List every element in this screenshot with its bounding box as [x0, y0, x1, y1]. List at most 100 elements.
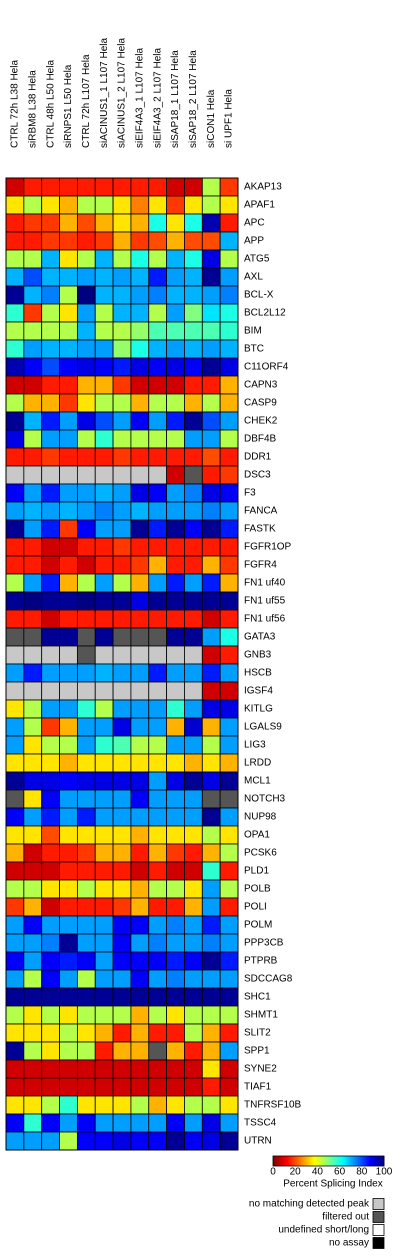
heatmap-cell	[59, 897, 78, 917]
heatmap-cell	[219, 735, 239, 755]
heatmap-cell	[94, 537, 114, 557]
heatmap-cell	[219, 933, 239, 953]
heatmap-cell	[59, 537, 78, 557]
heatmap-cell	[41, 1041, 60, 1061]
heatmap-cell	[201, 375, 221, 395]
row-label: POLI	[244, 902, 267, 913]
heatmap-cell	[5, 969, 25, 989]
row-label: TNFRSF10B	[244, 1100, 302, 1111]
heatmap-cell	[130, 321, 150, 341]
heatmap-cell	[130, 231, 150, 251]
heatmap-cell	[184, 1023, 203, 1043]
heatmap-cell	[130, 771, 150, 791]
heatmap-cell	[184, 627, 203, 647]
heatmap-cell	[94, 411, 114, 431]
heatmap-cell	[41, 663, 60, 683]
heatmap-cell	[23, 951, 43, 971]
heatmap-cell	[148, 609, 168, 629]
heatmap-cell	[184, 933, 203, 953]
heatmap-cell	[219, 555, 239, 575]
heatmap-cell	[76, 339, 96, 359]
colorbar-segment	[371, 1156, 374, 1166]
row-label: FN1 uf56	[244, 614, 286, 625]
heatmap-cell	[184, 825, 203, 845]
heatmap-cell	[94, 753, 114, 773]
heatmap-cell	[23, 339, 43, 359]
colorbar-segment	[374, 1156, 378, 1166]
heatmap-cell	[219, 609, 239, 629]
heatmap-cell	[76, 1023, 96, 1043]
heatmap-cell	[59, 231, 78, 251]
colorbar-segment	[319, 1156, 322, 1166]
row-label: SPP1	[244, 1046, 270, 1057]
heatmap-cell	[148, 465, 168, 485]
heatmap-cell	[23, 285, 43, 305]
colorbar-segment	[341, 1156, 344, 1166]
heatmap-cell	[23, 1041, 43, 1061]
row-label: LRDD	[244, 758, 271, 769]
heatmap-cell	[5, 429, 25, 449]
heatmap-cell	[41, 717, 60, 737]
heatmap-cell	[5, 573, 25, 593]
heatmap-cell	[130, 375, 150, 395]
heatmap-cell	[130, 519, 150, 539]
column-label: CTRL 72h L38 Hela	[10, 60, 21, 148]
colorbar-segment	[356, 1156, 359, 1166]
heatmap-cell	[5, 843, 25, 863]
colorbar-segment	[285, 1156, 289, 1166]
heatmap-cell	[148, 681, 168, 701]
heatmap-cell	[23, 807, 43, 827]
heatmap-cell	[219, 843, 239, 863]
heatmap-cell	[94, 645, 114, 665]
heatmap-cell	[201, 1005, 221, 1025]
heatmap-cell	[201, 519, 221, 539]
heatmap-cell	[130, 177, 150, 197]
heatmap-cell	[166, 825, 185, 845]
heatmap-cell	[201, 339, 221, 359]
heatmap-cell	[41, 177, 60, 197]
heatmap-cell	[166, 735, 185, 755]
heatmap-cell	[41, 573, 60, 593]
heatmap-cell	[148, 447, 168, 467]
heatmap-cell	[148, 501, 168, 521]
heatmap-cell	[41, 591, 60, 611]
heatmap-cell	[112, 1113, 132, 1133]
heatmap-cell	[76, 771, 96, 791]
heatmap-cell	[59, 825, 78, 845]
heatmap-cell	[59, 915, 78, 935]
heatmap-cell	[94, 393, 114, 413]
heatmap-cell	[201, 321, 221, 341]
column-label: siRNPS1 L50 Hela	[63, 64, 74, 148]
heatmap-cell	[184, 249, 203, 269]
colorbar-segment	[274, 1156, 278, 1166]
heatmap-cell	[41, 429, 60, 449]
heatmap-cell	[148, 285, 168, 305]
heatmap-cell	[23, 825, 43, 845]
heatmap-cell	[94, 267, 114, 287]
heatmap-cell	[94, 591, 114, 611]
heatmap-cell	[5, 465, 25, 485]
heatmap-cell	[201, 573, 221, 593]
heatmap-cell	[201, 411, 221, 431]
heatmap-cell	[5, 231, 25, 251]
heatmap-cell	[166, 609, 185, 629]
heatmap-cell	[166, 789, 185, 809]
heatmap-cell	[112, 735, 132, 755]
colorbar-segment	[372, 1156, 376, 1166]
colorbar-segment	[273, 1156, 276, 1166]
heatmap-cell	[5, 357, 25, 377]
heatmap-cell	[112, 933, 132, 953]
legend-swatch	[372, 1224, 385, 1236]
heatmap-cell	[201, 969, 221, 989]
heatmap-cell	[94, 1059, 114, 1079]
heatmap-cell	[59, 573, 78, 593]
colorbar-segment	[310, 1156, 313, 1166]
colorbar-border	[272, 1155, 385, 1167]
heatmap-cell	[41, 1059, 60, 1079]
heatmap-cell	[130, 1023, 150, 1043]
heatmap-cell	[59, 501, 78, 521]
heatmap-cell	[166, 375, 185, 395]
heatmap-cell	[112, 645, 132, 665]
heatmap-cell	[166, 447, 185, 467]
heatmap-cell	[219, 969, 239, 989]
